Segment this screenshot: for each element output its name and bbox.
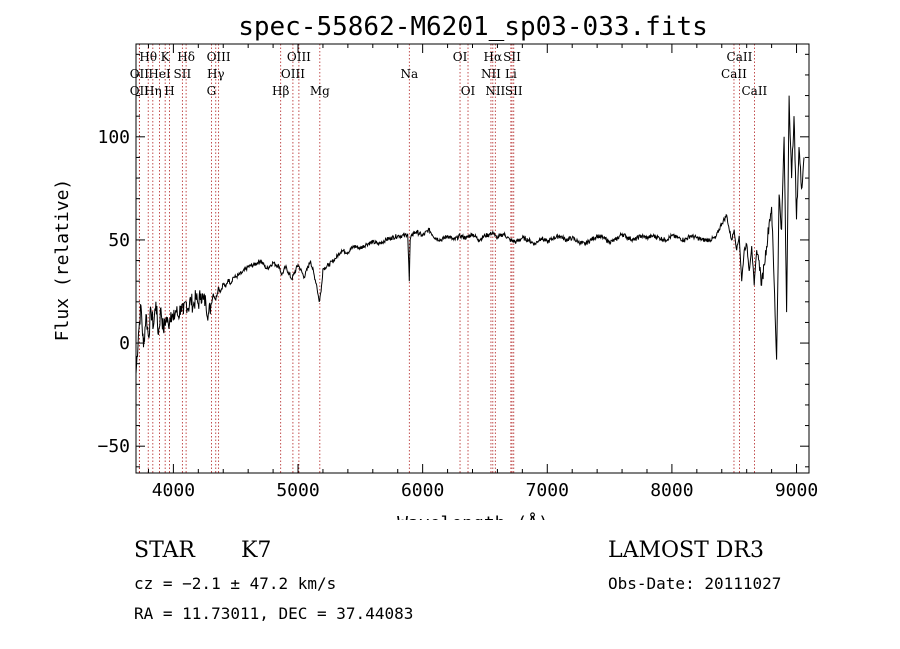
x-axis-label: Wavelength (Å) — [397, 512, 549, 520]
line-label-10: Hγ — [207, 67, 225, 81]
line-label-9: OIII — [207, 50, 231, 64]
line-label-26: CaII — [721, 67, 747, 81]
line-label-2: OII — [130, 84, 150, 98]
line-label-27: CaII — [741, 84, 767, 98]
line-label-14: Hβ — [272, 84, 289, 98]
spectrum-chart: spec-55862-M6201_sp03-033.fits HθOIIOIIH… — [52, 12, 818, 520]
line-label-11: G — [207, 84, 217, 98]
line-label-6: SII — [174, 67, 192, 81]
observation-date: Obs-Date: 20111027 — [608, 574, 782, 593]
line-label-18: OI — [461, 84, 476, 98]
x-tick-label-3: 7000 — [526, 480, 569, 501]
y-tick-label-3: 100 — [97, 127, 130, 148]
line-label-17: OI — [453, 50, 468, 64]
line-label-0: Hθ — [139, 50, 157, 64]
line-label-4: HeI — [148, 67, 171, 81]
y-axis-label: Flux (relative) — [52, 179, 73, 342]
line-label-15: Mg — [310, 84, 330, 98]
line-label-7: H — [164, 84, 174, 98]
line-label-20: SII — [503, 50, 521, 64]
line-label-25: CaII — [727, 50, 753, 64]
spectral-line-markers — [138, 44, 755, 473]
x-tick-label-0: 4000 — [152, 480, 195, 501]
line-label-13: OIII — [281, 67, 305, 81]
line-label-5: K — [161, 50, 171, 64]
y-tick-label-0: −50 — [97, 436, 130, 457]
y-tick-label-1: 0 — [119, 333, 130, 354]
coordinates: RA = 11.73011, DEC = 37.44083 — [134, 604, 414, 623]
line-label-24: SII — [505, 84, 523, 98]
line-label-3: Hη — [144, 84, 162, 98]
line-label-21: NII — [481, 67, 501, 81]
object-class: STAR — [134, 538, 195, 563]
survey-name: LAMOST DR3 — [608, 538, 764, 563]
line-label-22: Li — [505, 67, 517, 81]
x-tick-label-5: 9000 — [775, 480, 818, 501]
redshift-velocity: cz = −2.1 ± 47.2 km/s — [134, 574, 337, 593]
chart-title: spec-55862-M6201_sp03-033.fits — [238, 12, 708, 42]
axis-ticks: 4000 5000 6000 7000 8000 9000 −50 0 50 100 — [97, 44, 818, 501]
object-subclass: K7 — [241, 538, 272, 563]
line-label-16: Na — [400, 67, 418, 81]
y-tick-label-2: 50 — [108, 230, 130, 251]
x-tick-label-1: 5000 — [276, 480, 319, 501]
line-label-23: NII — [485, 84, 505, 98]
spectrum-line — [135, 95, 805, 375]
plot-frame — [135, 43, 810, 474]
line-label-19: Hα — [484, 50, 503, 64]
line-label-1: OII — [130, 67, 150, 81]
line-label-8: Hδ — [177, 50, 195, 64]
x-tick-label-4: 8000 — [650, 480, 693, 501]
line-label-12: OIII — [287, 50, 311, 64]
x-tick-label-2: 6000 — [401, 480, 444, 501]
